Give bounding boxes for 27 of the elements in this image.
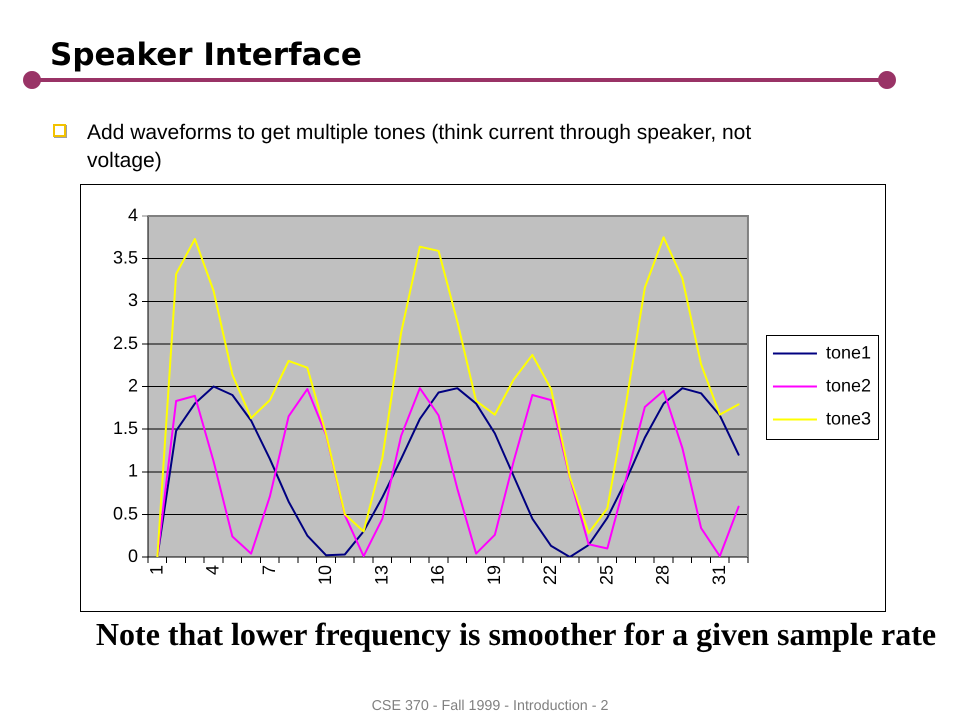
x-tick-label: 16 xyxy=(428,565,448,586)
x-tick-label: 13 xyxy=(371,565,392,586)
x-tick-label: 22 xyxy=(540,565,560,586)
text: CSE 370 - Fall 1999 - Introduction - 2 xyxy=(370,698,610,714)
x-tick-label: 28 xyxy=(652,565,673,586)
y-tick-label: 1.5 xyxy=(112,418,138,438)
x-tick-label: 31 xyxy=(708,565,729,586)
y-tick-label: 2 xyxy=(128,375,138,396)
x-tick-label: 25 xyxy=(596,565,616,586)
y-tick-label: 3.5 xyxy=(112,248,138,268)
x-tick-label: 10 xyxy=(315,565,336,586)
x-tick-label: 4 xyxy=(202,565,223,576)
x-tick-label: 1 xyxy=(146,565,166,576)
y-tick-label: 0 xyxy=(128,546,138,566)
y-tick-label: 0.5 xyxy=(112,503,138,524)
x-tick-label: 7 xyxy=(258,565,279,576)
chart-title: Speaker Interface xyxy=(50,37,362,73)
y-tick-label: 2.5 xyxy=(112,332,138,353)
text: Note that lower frequency is smoother for a given sample rate xyxy=(94,616,938,653)
legend-label: tone1 xyxy=(826,342,872,362)
chart-subtitle: Add waveforms to get multiple tones (think current through speaker, not voltage) xyxy=(87,120,752,174)
y-tick-label: 4 xyxy=(128,204,138,225)
y-tick-label: 1 xyxy=(128,460,138,481)
y-tick-label: 3 xyxy=(128,290,138,310)
legend-label: tone3 xyxy=(826,408,872,428)
legend-label: tone2 xyxy=(826,375,872,396)
x-tick-label: 19 xyxy=(484,565,504,586)
